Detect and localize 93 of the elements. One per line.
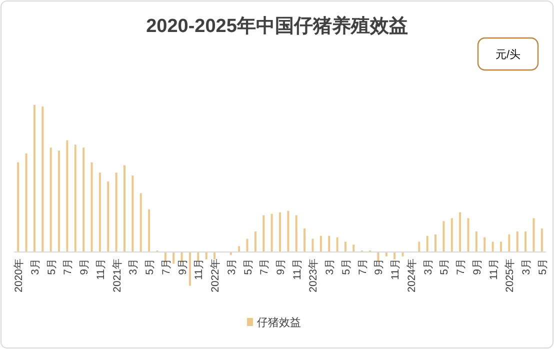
- bar: [295, 215, 298, 252]
- x-tick-label: 7月: [160, 258, 172, 275]
- bar: [262, 215, 265, 252]
- bar: [172, 252, 175, 264]
- bar: [467, 218, 470, 252]
- bar: [214, 252, 216, 260]
- bar: [98, 172, 101, 252]
- bar: [442, 221, 445, 252]
- bar: [385, 252, 388, 256]
- bar: [50, 148, 52, 252]
- bar: [344, 242, 346, 252]
- bar: [475, 231, 478, 252]
- bar: [58, 150, 60, 252]
- x-tick-label: 5月: [340, 258, 352, 275]
- x-tick-label: 9月: [275, 258, 287, 275]
- bar: [254, 231, 256, 252]
- x-tick-label: 2025年: [504, 258, 516, 292]
- bar: [90, 162, 93, 252]
- x-tick-label: 11月: [193, 258, 206, 280]
- bar: [148, 209, 150, 252]
- x-tick-label: 3月: [29, 258, 42, 275]
- bar: [74, 144, 76, 252]
- bar: [450, 218, 453, 252]
- bar: [123, 165, 126, 252]
- bar: [540, 228, 543, 252]
- bar: [402, 252, 404, 256]
- x-tick-label: 7月: [258, 258, 271, 275]
- bar: [33, 105, 36, 252]
- chart-title: 2020-2025年中国仔猪养殖效益: [146, 15, 408, 37]
- bar: [492, 242, 494, 252]
- x-tick-label: 2020年: [13, 258, 26, 292]
- x-tick-label: 7月: [356, 258, 369, 275]
- bar: [394, 252, 396, 260]
- bar: [107, 181, 110, 252]
- x-tick-label: 5月: [242, 258, 254, 275]
- bar: [516, 231, 518, 252]
- bar: [246, 238, 248, 252]
- x-tick-label: 3月: [520, 258, 533, 275]
- bar: [377, 252, 380, 261]
- bar: [279, 212, 281, 252]
- bar: [82, 148, 85, 252]
- x-tick-label: 2021年: [111, 258, 124, 292]
- bar: [205, 252, 208, 260]
- x-tick-label: 7月: [62, 258, 74, 275]
- x-tick-label: 2022年: [210, 258, 222, 292]
- x-tick-label: 11月: [390, 258, 402, 280]
- x-tick-label: 9月: [373, 258, 386, 275]
- x-tick-label: 5月: [536, 258, 549, 275]
- x-tick-label: 5月: [46, 258, 58, 275]
- legend-label: 仔猪效益: [257, 316, 301, 329]
- bar: [270, 214, 273, 252]
- x-tick-label: 5月: [144, 258, 156, 275]
- bar: [304, 228, 306, 252]
- bar: [418, 242, 420, 252]
- bar: [532, 218, 535, 252]
- bar: [66, 140, 68, 252]
- bar: [238, 246, 240, 252]
- bar: [197, 252, 200, 261]
- x-tick-label: 7月: [455, 258, 468, 275]
- bar: [352, 244, 355, 252]
- x-tick-label: 3月: [324, 258, 336, 275]
- x-tick-label: 5月: [438, 258, 451, 275]
- x-tick-label: 2024年: [406, 258, 418, 292]
- x-tick-label: 9月: [471, 258, 484, 275]
- bar: [508, 234, 510, 252]
- bar: [320, 236, 322, 252]
- bar: [17, 162, 20, 252]
- bar: [132, 176, 134, 252]
- bar: [188, 252, 191, 286]
- bar: [500, 242, 502, 252]
- bar: [140, 193, 142, 252]
- bar: [426, 236, 428, 252]
- bar: [336, 237, 338, 252]
- bar: [287, 210, 290, 252]
- bar: [25, 154, 28, 252]
- x-tick-label: 3月: [422, 258, 434, 275]
- bar: [42, 106, 44, 252]
- bar: [524, 231, 527, 252]
- bar: [328, 236, 330, 252]
- bar: [312, 238, 314, 252]
- bar: [434, 234, 437, 252]
- x-tick-label: 11月: [488, 258, 500, 280]
- x-tick-label: 3月: [226, 258, 238, 275]
- x-tick-label: 9月: [176, 258, 189, 275]
- bar: [115, 172, 118, 252]
- x-tick-label: 9月: [78, 258, 91, 275]
- bar: [484, 237, 486, 252]
- y-axis-title: 元/头: [495, 48, 521, 61]
- x-tick-label: 2023年: [308, 258, 320, 292]
- x-tick-label: 11月: [291, 258, 304, 280]
- x-tick-label: 3月: [128, 258, 140, 275]
- bar: [459, 212, 462, 252]
- x-tick-label: 11月: [94, 258, 107, 280]
